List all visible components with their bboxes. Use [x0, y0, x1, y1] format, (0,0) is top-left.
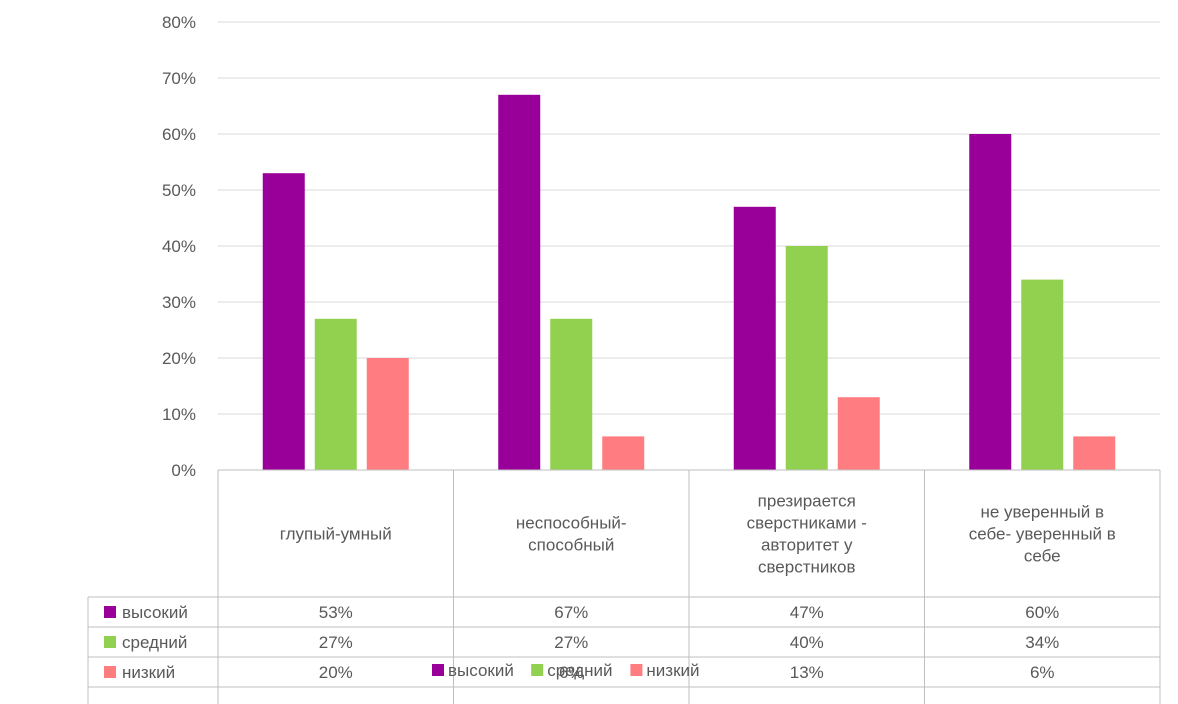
data-label: 6%: [559, 663, 584, 682]
y-tick-label: 40%: [162, 237, 196, 256]
y-tick-label: 60%: [162, 125, 196, 144]
data-label: 53%: [319, 603, 353, 622]
legend-label: высокий: [448, 661, 514, 680]
bar-высокий: [262, 173, 305, 470]
y-tick-label: 80%: [162, 13, 196, 32]
legend-label: средний: [547, 661, 612, 680]
legend-swatch-средний: [531, 664, 544, 676]
category-label: презирается сверстниками -авторитет у свер…: [747, 492, 867, 577]
bars: [262, 94, 1116, 471]
legend: высокий средний низкий: [432, 661, 700, 680]
bar-средний: [785, 246, 828, 470]
legend-swatch-высокий: [432, 664, 444, 676]
gridlines: [218, 21, 1160, 471]
category-label: неспособный-способный: [516, 514, 627, 555]
data-label: 27%: [554, 633, 588, 652]
bar-низкий: [1073, 436, 1116, 470]
legend-swatch-низкий: [630, 664, 643, 676]
y-tick-label: 10%: [162, 405, 196, 424]
data-label: 20%: [319, 663, 353, 682]
series-row-label: средний: [122, 633, 187, 652]
bar-средний: [314, 318, 357, 470]
series-row-label: низкий: [122, 663, 175, 682]
y-tick-label: 20%: [162, 349, 196, 368]
series-key-высокий: [104, 606, 116, 618]
data-label: 34%: [1025, 633, 1059, 652]
category-label: глупый-умный: [280, 525, 392, 544]
category-label: не уверенный в себе- уверенный в себе: [969, 503, 1116, 566]
data-label: 27%: [319, 633, 353, 652]
y-axis-ticks: 0% 10% 20% 30% 40% 50% 60% 70% 80%: [162, 13, 196, 480]
data-label: 47%: [790, 603, 824, 622]
data-label: 6%: [1030, 663, 1055, 682]
legend-label: низкий: [646, 661, 699, 680]
bar-низкий: [602, 436, 645, 470]
series-row-label: высокий: [122, 603, 188, 622]
y-tick-label: 0%: [171, 461, 196, 480]
y-tick-label: 70%: [162, 69, 196, 88]
data-label: 60%: [1025, 603, 1059, 622]
data-label: 67%: [554, 603, 588, 622]
bar-средний: [1021, 279, 1064, 470]
data-table: глупый-умный неспособный-способный презира…: [87, 469, 1161, 704]
bar-средний: [550, 318, 593, 470]
y-tick-label: 30%: [162, 293, 196, 312]
bar-высокий: [733, 206, 776, 471]
bar-высокий: [498, 94, 541, 471]
data-label: 13%: [790, 663, 824, 682]
data-label: 40%: [790, 633, 824, 652]
series-key-средний: [104, 636, 116, 648]
bar-высокий: [969, 134, 1012, 470]
y-tick-label: 50%: [162, 181, 196, 200]
bar-низкий: [837, 397, 880, 470]
series-key-низкий: [104, 666, 116, 678]
bar-низкий: [366, 358, 409, 470]
